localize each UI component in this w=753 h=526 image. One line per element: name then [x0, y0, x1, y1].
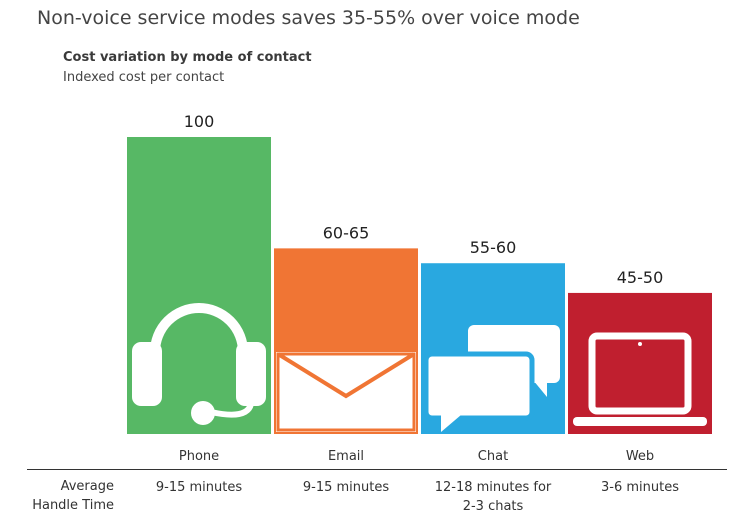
value-label: 55-60	[470, 238, 517, 257]
chart-ylabel: Indexed cost per contact	[63, 70, 225, 85]
value-label: 60-65	[323, 223, 370, 242]
envelope-icon	[276, 352, 416, 432]
handle-time-value: 9-15 minutes	[156, 480, 242, 495]
category-label: Phone	[179, 449, 219, 464]
category-label: Chat	[478, 449, 508, 464]
row-label-line-1: Average	[60, 479, 114, 494]
category-label: Web	[626, 449, 654, 464]
headset-icon	[132, 303, 266, 425]
table-divider	[27, 469, 727, 470]
value-label: 100	[184, 112, 215, 131]
handle-time-value: 9-15 minutes	[303, 480, 389, 495]
category-label: Email	[328, 449, 364, 464]
laptop-icon	[573, 332, 707, 426]
handle-time-value: 3-6 minutes	[601, 480, 679, 495]
row-label-line-2: Handle Time	[32, 498, 114, 513]
value-label: 45-50	[617, 268, 664, 287]
handle-time-value: 12-18 minutes for	[435, 480, 552, 495]
chat-bubbles-icon	[423, 325, 560, 432]
headline: Non-voice service modes saves 35-55% ove…	[37, 7, 580, 29]
handle-time-value: 2-3 chats	[463, 499, 524, 514]
row-label-handle-time: Average Handle Time	[20, 477, 114, 515]
chart-title: Cost variation by mode of contact	[63, 50, 312, 65]
